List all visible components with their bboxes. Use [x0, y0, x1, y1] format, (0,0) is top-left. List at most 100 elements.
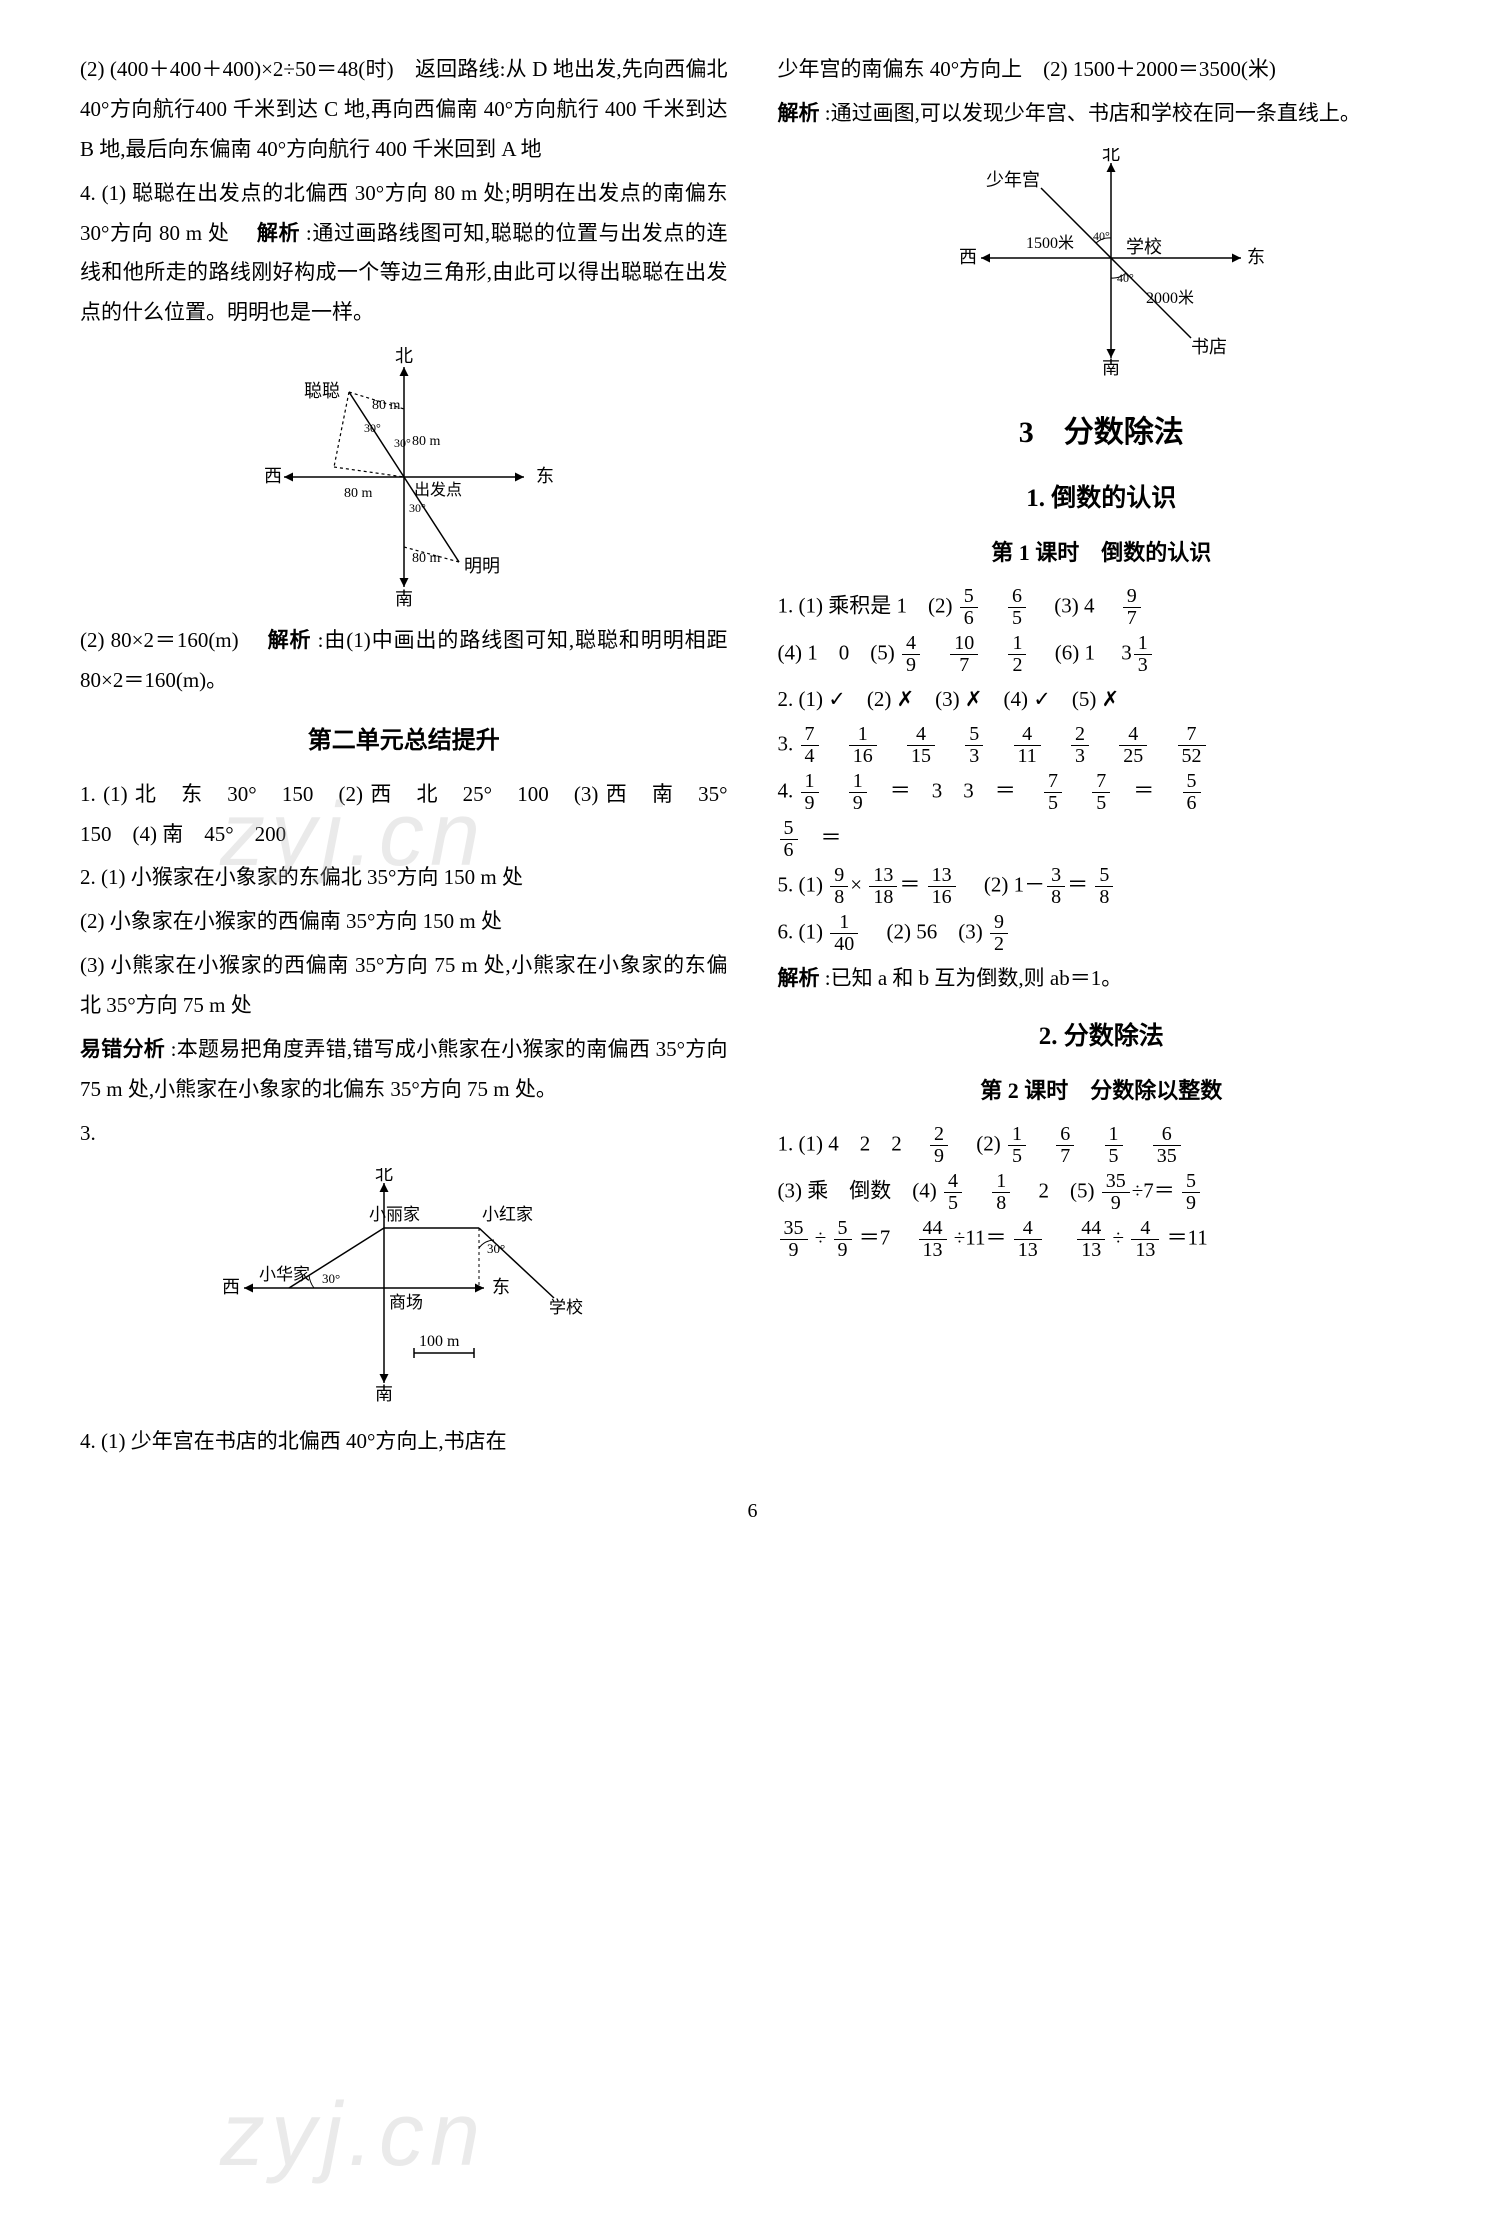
s2-q2-2: (2) 小象家在小猴家的西偏南 35°方向 150 m 处 — [80, 902, 728, 942]
svg-text:西: 西 — [264, 466, 282, 486]
svg-text:80 m: 80 m — [372, 398, 401, 413]
s2-err-label: 易错分析 — [80, 1037, 165, 1061]
l1-q3-pre: 3. — [778, 731, 799, 755]
svg-text:30°: 30° — [364, 421, 381, 435]
frac-4-11: 411 — [1014, 724, 1041, 767]
l1-q2: 2. (1) ✓ (2) ✗ (3) ✗ (4) ✓ (5) ✗ — [778, 680, 1426, 720]
svg-text:东: 东 — [536, 466, 554, 486]
frac-13-18: 1318 — [869, 865, 897, 908]
svg-text:80 m: 80 m — [412, 434, 441, 449]
s2-q1: 1. (1) 北 东 30° 150 (2) 西 北 25° 100 (3) 西… — [80, 775, 728, 855]
frac-5-6: 56 — [960, 586, 978, 629]
q4-analysis-label: 解析 — [257, 221, 300, 245]
l1-q1r2-b: (6) 1 — [1034, 640, 1116, 664]
frac-5-6d: 56 — [780, 818, 798, 861]
para-q4: 4. (1) 聪聪在出发点的北偏西 30°方向 80 m 处;明明在出发点的南偏… — [80, 174, 728, 334]
frac-1-5b: 15 — [1105, 1124, 1123, 1167]
l1-q1-a: 1. (1) 乘积是 1 (2) — [778, 593, 958, 617]
frac-5-6c: 56 — [1183, 771, 1201, 814]
frac-5-9b: 59 — [834, 1218, 852, 1261]
svg-text:30°: 30° — [322, 1271, 340, 1286]
frac-5-9a: 59 — [1182, 1171, 1200, 1214]
q4p2-a: (2) 80×2＝160(m) — [80, 628, 261, 652]
l1-q1-row2: (4) 1 0 (5) 49 107 12 (6) 1 313 — [778, 633, 1426, 676]
l2-la: ÷ — [815, 1225, 827, 1249]
frac-1-5a: 15 — [1008, 1124, 1026, 1167]
l2-lf: ＝11 — [1167, 1225, 1208, 1249]
frac-13-16: 1316 — [928, 865, 956, 908]
r-p2-bold: 解析 — [778, 101, 820, 125]
l1-q6: 6. (1) 140 (2) 56 (3) 92 — [778, 912, 1426, 955]
svg-text:小红家: 小红家 — [482, 1205, 533, 1224]
frac-7-4: 74 — [801, 724, 819, 767]
frac-9-8: 98 — [830, 865, 848, 908]
left-column: (2) (400＋400＋400)×2÷50＝48(时) 返回路线:从 D 地出… — [80, 50, 728, 1466]
svg-text:80 m: 80 m — [344, 486, 373, 501]
frac-4-5: 45 — [944, 1171, 962, 1214]
frac-9-7: 97 — [1123, 586, 1141, 629]
frac-4-9: 49 — [902, 633, 920, 676]
sub2-title: 2. 分数除法 — [778, 1013, 1426, 1061]
l1-q1-b: (3) 4 — [1033, 593, 1115, 617]
l1-q1r2-a: (4) 1 0 (5) — [778, 640, 900, 664]
frac-4-13a: 413 — [1014, 1218, 1042, 1261]
frac-6-5: 65 — [1008, 586, 1026, 629]
s2-q2-3: (3) 小熊家在小猴家的西偏南 35°方向 75 m 处,小熊家在小象家的东偏北… — [80, 946, 728, 1026]
svg-text:东: 东 — [492, 1277, 510, 1297]
l2-lc: ÷11＝ — [954, 1225, 1007, 1249]
frac-35-9a: 359 — [1102, 1171, 1130, 1214]
svg-text:30°: 30° — [487, 1241, 505, 1256]
page-number: 6 — [80, 1492, 1425, 1530]
s2-q2-1: 2. (1) 小猴家在小象家的东偏北 35°方向 150 m 处 — [80, 858, 728, 898]
svg-text:30°: 30° — [409, 501, 426, 515]
svg-text:明明: 明明 — [464, 556, 500, 576]
l1-ana-bold: 解析 — [778, 966, 820, 990]
l1-q6-mid: (2) 56 (3) — [866, 919, 988, 943]
frac-1-40: 140 — [830, 912, 858, 955]
svg-text:1500米: 1500米 — [1026, 234, 1074, 252]
frac-1-3: 13 — [1134, 633, 1152, 676]
svg-text:西: 西 — [222, 1277, 240, 1297]
l2-last: 359 ÷ 59 ＝7 4413 ÷11＝ 413 4413 ÷ 413 ＝11 — [778, 1218, 1426, 1261]
l1-q3: 3. 74 116 415 53 411 23 425 752 — [778, 724, 1426, 767]
lesson2-title: 第 2 课时 分数除以整数 — [778, 1070, 1426, 1112]
l2-q1r2-b: 2 (5) — [1017, 1178, 1099, 1202]
l2-le: ÷ — [1113, 1225, 1125, 1249]
l1-ana-text: :已知 a 和 b 互为倒数,则 ab＝1。 — [825, 966, 1122, 990]
svg-text:南: 南 — [375, 1384, 393, 1404]
svg-text:出发点: 出发点 — [414, 481, 462, 499]
frac-7-5b: 75 — [1092, 771, 1110, 814]
svg-text:80 m: 80 m — [412, 551, 441, 566]
frac-10-7: 107 — [950, 633, 978, 676]
r-p2-text: :通过画图,可以发现少年宫、书店和学校在同一条直线上。 — [825, 101, 1361, 125]
svg-text:少年宫: 少年宫 — [986, 170, 1040, 190]
frac-6-7: 67 — [1056, 1124, 1074, 1167]
lesson1-title: 第 1 课时 倒数的认识 — [778, 532, 1426, 574]
frac-1-9b: 19 — [849, 771, 867, 814]
l2-q1-pre: 1. (1) 4 2 2 — [778, 1131, 923, 1155]
frac-9-2: 92 — [990, 912, 1008, 955]
l1-q1: 1. (1) 乘积是 1 (2) 56 65 (3) 4 97 — [778, 586, 1426, 629]
svg-text:东: 东 — [1247, 247, 1265, 267]
s2-q3-label: 3. — [80, 1114, 728, 1154]
l2-q1r2-a: (3) 乘 倒数 (4) — [778, 1178, 942, 1202]
frac-44-13b: 4413 — [1077, 1218, 1105, 1261]
diagram-houses: 北 南 东 西 小华家 小丽家 小红家 商场 学校 30° 30° 100 m — [214, 1168, 594, 1408]
l1-analysis: 解析 :已知 a 和 b 互为倒数,则 ab＝1。 — [778, 959, 1426, 999]
l1-q5: 5. (1) 98× 1318＝ 1316 (2) 1－38＝ 58 — [778, 865, 1426, 908]
svg-text:40°: 40° — [1117, 271, 1134, 285]
svg-text:100 m: 100 m — [419, 1333, 460, 1350]
q4p2-bold: 解析 — [268, 628, 312, 652]
frac-6-35: 635 — [1153, 1124, 1181, 1167]
frac-5-8: 58 — [1095, 865, 1113, 908]
frac-1-9a: 19 — [801, 771, 819, 814]
r-p2: 解析 :通过画图,可以发现少年宫、书店和学校在同一条直线上。 — [778, 94, 1426, 134]
svg-text:小华家: 小华家 — [259, 1265, 310, 1284]
svg-text:北: 北 — [1102, 148, 1120, 164]
l2-lb: ＝7 — [859, 1225, 912, 1249]
frac-4-15: 415 — [907, 724, 935, 767]
frac-1-8: 18 — [992, 1171, 1010, 1214]
svg-text:北: 北 — [395, 347, 413, 366]
frac-7-5a: 75 — [1044, 771, 1062, 814]
svg-text:南: 南 — [1102, 358, 1120, 378]
